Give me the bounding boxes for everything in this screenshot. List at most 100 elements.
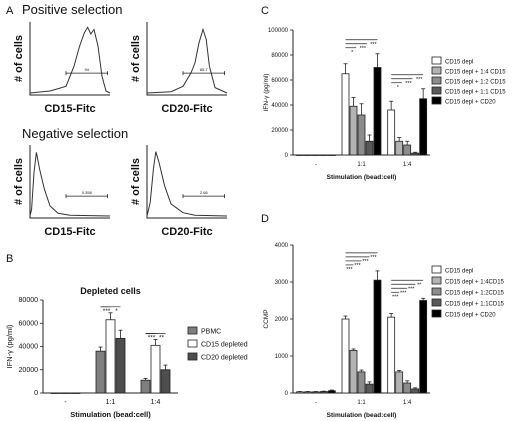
histogram-axes [146,22,227,96]
bar [303,391,312,394]
histogram-xlabel: CD15-Fitc [44,103,95,115]
significance-label: ** [417,282,422,288]
y-tick-label: 3000 [275,280,289,286]
x-tick-label: - [315,400,317,406]
histogram-2: 85.7 # of cells CD20-Fitc [130,22,228,115]
gate-percent: 2.66 [200,190,209,195]
legend-label: PBMC [201,329,221,336]
significance-label: *** [416,77,423,83]
bar [311,154,320,156]
bar [160,369,171,394]
legend-label: CD15 depl + 1:4CD15 [445,280,505,286]
histogram-trace [29,152,111,217]
legend-label: CD15 depl + 1:1CD15 [445,302,505,308]
bar [419,300,428,394]
legend-swatch [187,352,198,361]
bar [140,379,151,394]
significance-label: *** [405,81,412,87]
bar [419,98,428,156]
legend-swatch [431,86,442,95]
positive-selection-title: Positive selection [22,2,122,17]
panel-letter-b: B [6,253,13,265]
significance-label: *** [354,263,361,269]
y-tick-label: 0 [285,391,289,397]
bar [387,109,396,156]
bar [341,73,350,156]
significance-label: * [115,308,118,315]
bar [403,382,412,394]
x-tick-label: 1:1 [357,400,366,406]
significance-label: * [351,50,354,56]
bar [365,140,374,156]
bar [403,144,412,156]
bar [295,391,304,394]
legend-swatch [187,326,198,335]
bar [373,67,382,156]
histogram-xlabel: CD20-Fitc [161,226,212,238]
histogram-xlabel: CD15-Fitc [44,226,95,238]
bar [349,350,358,394]
significance-label: *** [362,259,369,265]
y-tick-label: 2000 [275,317,289,323]
y-tick-label: 40000 [271,103,288,109]
legend-swatch [431,298,442,307]
bar [303,154,312,156]
legend-swatch [431,76,442,85]
legend-label: CD15 depl [445,60,473,66]
bar [327,390,336,394]
x-tick-label: - [64,399,67,406]
bar [105,319,116,394]
legend-label: CD15 depl + 1:4 CD15 [445,70,506,76]
bar [327,154,336,156]
bar [70,392,81,394]
bar [411,388,420,394]
legend-swatch [431,309,442,318]
significance-label: *** [346,267,353,273]
histogram-4: 2.66 # of cells CD20-Fitc [130,145,228,238]
bar [115,337,126,394]
legend-swatch [187,339,198,348]
x-tick-label: - [315,162,317,168]
y-tick-label: 40000 [19,344,39,351]
bar [311,391,320,394]
panel-letter-d: D [261,213,269,225]
legend-label: CD15 depl + 1:2 CD15 [445,80,506,86]
significance-label: *** [360,46,367,52]
histogram-axes [146,145,227,219]
y-tick-label: 1000 [275,354,289,360]
bar [341,318,350,394]
x-tick-label: 1:4 [403,162,412,168]
histogram-trace [146,151,228,217]
bar [357,114,366,156]
legend-label: CD15 depl + 1:2CD15 [445,291,505,297]
legend-swatch [431,287,442,296]
y-axis-label: CCMP [263,309,270,328]
bar [373,279,382,394]
bar [395,140,404,156]
x-tick-label: 1:1 [106,399,116,406]
negative-selection-title: Negative selection [22,126,128,141]
x-axis-label: Stimulation (bead:cell) [327,174,397,181]
bar [295,154,304,156]
legend-swatch [431,56,442,65]
significance-label: *** [408,286,415,292]
gate-percent: 85.7 [200,67,209,72]
y-tick-label: 80000 [271,53,288,59]
chart-c: 0 20000 40000 60000 80000 100000 IFN-γ (pg/ml)… [263,28,506,181]
gate-percent: 0.356 [82,190,93,195]
bar [387,316,396,394]
histogram-ylabel: # of cells [130,35,142,82]
legend-label: CD15 depleted [201,342,248,349]
significance-label: *** [392,294,399,300]
bar [365,383,374,394]
bar [349,105,358,156]
legend-swatch [431,96,442,105]
significance-label: *** [148,335,156,342]
legend-label: CD15 depl + CD20 [445,100,496,106]
significance-label: *** [103,308,111,315]
histogram-trace [29,26,111,94]
y-tick-label: 80000 [19,297,39,304]
legend-label: CD15 depl + 1:1 CD15 [445,90,506,96]
x-axis-label: Stimulation (bead:cell) [70,410,151,419]
